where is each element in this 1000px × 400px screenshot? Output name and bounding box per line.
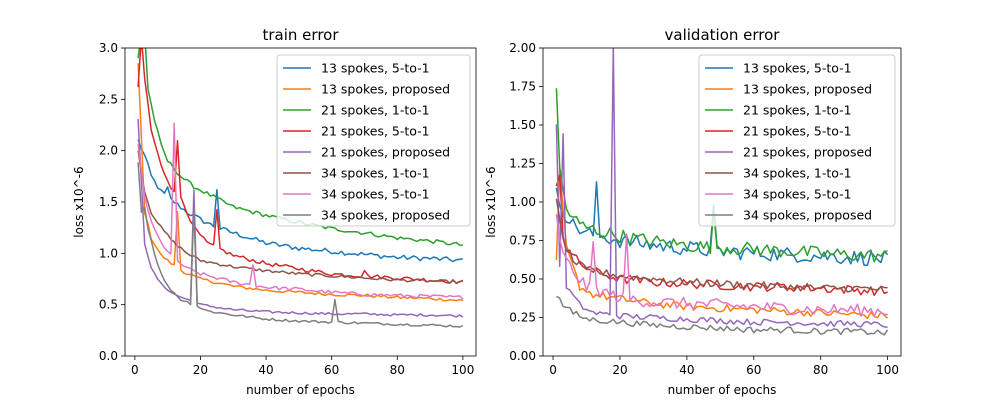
x-axis-label: number of epochs xyxy=(668,383,777,397)
legend-label: 34 spokes, proposed xyxy=(321,208,450,223)
series-line-0 xyxy=(137,139,464,263)
y-axis-label: loss x10^-6 xyxy=(484,166,498,237)
chart-panel-1: 0 20 40 60 80 100 0.00 0.25 0.50 0.75 1.00 1.25 1.50… xyxy=(484,26,902,397)
legend-label: 34 spokes, 1-to-1 xyxy=(743,166,852,181)
y-tick-label: 2.00 xyxy=(509,41,536,55)
y-tick-label: 1.25 xyxy=(509,157,536,171)
chart-title: train error xyxy=(263,26,340,44)
legend-label: 21 spokes, 1-to-1 xyxy=(743,103,852,118)
legend-label: 34 spokes, proposed xyxy=(743,208,872,223)
y-tick-label: 1.00 xyxy=(509,195,536,209)
x-tick-label: 60 xyxy=(324,363,339,377)
x-tick-label: 100 xyxy=(876,363,899,377)
y-tick-label: 0.75 xyxy=(509,234,536,248)
x-tick-label: 20 xyxy=(193,363,208,377)
legend-label: 21 spokes, 1-to-1 xyxy=(321,103,430,118)
series-line-7 xyxy=(556,295,889,336)
x-tick-label: 0 xyxy=(549,363,557,377)
series-line-1 xyxy=(555,166,889,320)
y-tick-label: 1.50 xyxy=(509,118,536,132)
x-tick-label: 80 xyxy=(813,363,828,377)
chart-title: validation error xyxy=(665,26,781,44)
legend-label: 34 spokes, 1-to-1 xyxy=(321,166,430,181)
legend-label: 13 spokes, proposed xyxy=(321,82,450,97)
y-tick-label: 2.0 xyxy=(99,144,118,158)
legend: 13 spokes, 5-to-1 13 spokes, proposed 21 s… xyxy=(698,54,896,227)
x-tick-label: 100 xyxy=(451,363,474,377)
x-tick-label: 40 xyxy=(679,363,694,377)
x-axis-label: number of epochs xyxy=(246,383,355,397)
legend-label: 34 spokes, 5-to-1 xyxy=(321,187,430,202)
chart-panel-0: 0 20 40 60 80 100 0.0 0.5 1.0 1.5 2.0 2.5 3.0 train e… xyxy=(72,26,477,397)
series-line-7 xyxy=(137,162,464,328)
y-tick-label: 0.0 xyxy=(99,349,118,363)
legend-label: 13 spokes, proposed xyxy=(743,82,872,97)
y-tick-label: 0.25 xyxy=(509,311,536,325)
legend-label: 21 spokes, proposed xyxy=(743,145,872,160)
y-tick-label: 2.5 xyxy=(99,92,118,106)
plot-area xyxy=(555,48,889,336)
y-tick-label: 1.75 xyxy=(509,80,536,94)
legend: 13 spokes, 5-to-1 13 spokes, proposed 21 s… xyxy=(276,54,471,227)
y-tick-label: 1.0 xyxy=(99,246,118,260)
y-tick-label: 3.0 xyxy=(99,41,118,55)
legend-box xyxy=(276,54,471,227)
legend-label: 21 spokes, 5-to-1 xyxy=(743,124,852,139)
x-tick-label: 20 xyxy=(612,363,627,377)
y-tick-label: 0.00 xyxy=(509,349,536,363)
legend-label: 13 spokes, 5-to-1 xyxy=(321,61,430,76)
x-tick-label: 0 xyxy=(131,363,139,377)
legend-label: 21 spokes, proposed xyxy=(321,145,450,160)
x-tick-label: 60 xyxy=(746,363,761,377)
series-line-5 xyxy=(555,198,888,293)
legend-label: 21 spokes, 5-to-1 xyxy=(321,124,430,139)
y-tick-label: 1.5 xyxy=(99,195,118,209)
series-line-4 xyxy=(555,48,888,329)
series-line-3 xyxy=(555,174,888,297)
x-tick-label: 80 xyxy=(390,363,405,377)
y-tick-label: 0.5 xyxy=(99,298,118,312)
x-tick-label: 40 xyxy=(258,363,273,377)
legend-box xyxy=(698,54,896,227)
legend-label: 34 spokes, 5-to-1 xyxy=(743,187,852,202)
series-line-6 xyxy=(555,213,888,317)
legend-label: 13 spokes, 5-to-1 xyxy=(743,61,852,76)
y-axis-label: loss x10^-6 xyxy=(72,166,86,237)
y-tick-label: 0.50 xyxy=(509,272,536,286)
